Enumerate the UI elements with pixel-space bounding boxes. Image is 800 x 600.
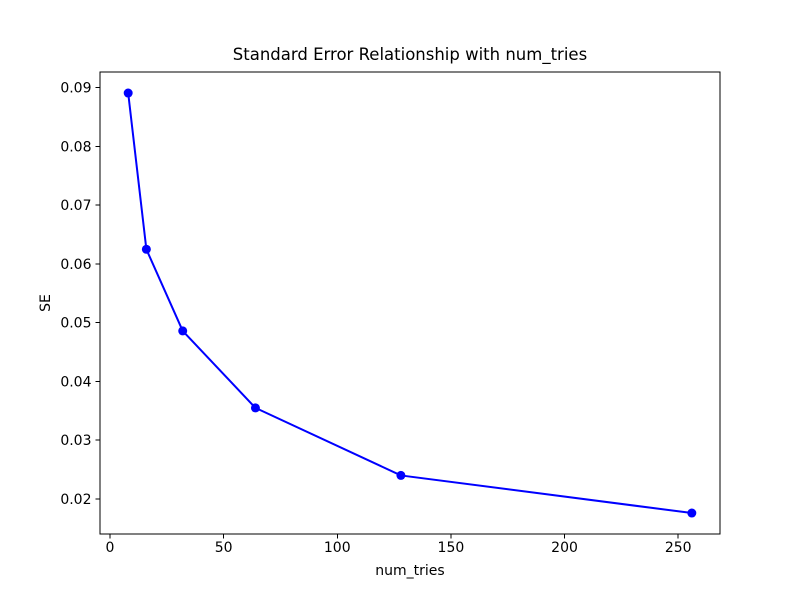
y-tick-label: 0.03 bbox=[60, 433, 91, 449]
data-point bbox=[178, 326, 188, 336]
data-point bbox=[123, 88, 133, 98]
x-tick-label: 0 bbox=[106, 540, 115, 556]
y-tick-label: 0.02 bbox=[60, 492, 91, 508]
data-point bbox=[141, 244, 151, 254]
data-point bbox=[250, 403, 260, 413]
y-tick-label: 0.07 bbox=[60, 198, 91, 214]
axes-frame bbox=[99, 71, 721, 535]
data-point bbox=[687, 508, 697, 518]
x-tick-label: 200 bbox=[551, 540, 578, 556]
y-tick-label: 0.04 bbox=[60, 374, 91, 390]
x-tick-label: 100 bbox=[324, 540, 351, 556]
chart-title: Standard Error Relationship with num_tri… bbox=[232, 45, 588, 64]
y-axis-label: SE bbox=[38, 294, 54, 312]
y-tick-label: 0.09 bbox=[60, 81, 91, 97]
y-tick-label: 0.06 bbox=[60, 257, 91, 273]
y-tick-label: 0.05 bbox=[60, 316, 91, 332]
x-axis-label: num_tries bbox=[375, 563, 445, 579]
x-tick-label: 150 bbox=[438, 540, 465, 556]
y-tick-label: 0.08 bbox=[60, 139, 91, 155]
x-tick-label: 250 bbox=[665, 540, 692, 556]
se-line-series bbox=[127, 92, 693, 515]
x-tick-label: 50 bbox=[215, 540, 233, 556]
data-point bbox=[396, 470, 406, 480]
